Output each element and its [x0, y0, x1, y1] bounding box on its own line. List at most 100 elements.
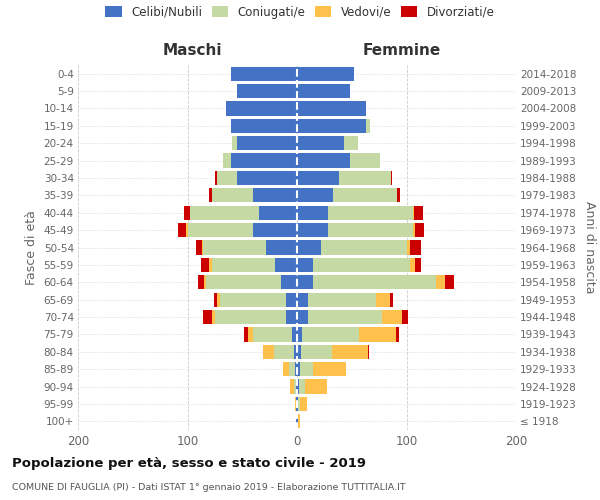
Bar — [297, 118, 366, 133]
Bar — [237, 171, 297, 185]
Bar — [266, 240, 297, 254]
Bar — [297, 66, 354, 81]
Bar — [390, 292, 394, 307]
Bar — [297, 328, 302, 342]
Bar — [382, 310, 402, 324]
Bar — [190, 206, 259, 220]
Bar — [292, 328, 297, 342]
Bar — [410, 240, 421, 254]
Bar — [308, 310, 382, 324]
Bar — [297, 154, 350, 168]
Bar — [232, 154, 297, 168]
Bar — [274, 344, 294, 359]
Bar — [297, 362, 300, 376]
Bar — [445, 275, 454, 289]
Bar — [368, 344, 369, 359]
Bar — [290, 380, 294, 394]
Bar — [212, 310, 215, 324]
Bar — [402, 310, 407, 324]
Bar — [436, 275, 445, 289]
Bar — [297, 310, 308, 324]
Bar — [297, 206, 328, 220]
Bar — [366, 118, 370, 133]
Bar — [297, 188, 333, 202]
Bar — [253, 328, 292, 342]
Bar — [407, 240, 410, 254]
Bar — [415, 258, 421, 272]
Bar — [214, 292, 217, 307]
Bar — [217, 292, 220, 307]
Bar — [196, 240, 202, 254]
Legend: Celibi/Nubili, Coniugati/e, Vedovi/e, Divorziati/e: Celibi/Nubili, Coniugati/e, Vedovi/e, Di… — [100, 1, 500, 24]
Bar — [328, 206, 413, 220]
Text: Popolazione per età, sesso e stato civile - 2019: Popolazione per età, sesso e stato civil… — [12, 458, 366, 470]
Bar — [297, 275, 313, 289]
Bar — [178, 223, 187, 237]
Bar — [391, 171, 392, 185]
Bar — [313, 258, 410, 272]
Bar — [212, 188, 253, 202]
Bar — [232, 136, 237, 150]
Bar — [296, 380, 297, 394]
Bar — [413, 223, 415, 237]
Bar — [253, 223, 297, 237]
Bar — [203, 240, 266, 254]
Bar — [209, 188, 212, 202]
Bar — [298, 414, 300, 428]
Bar — [321, 240, 407, 254]
Bar — [300, 397, 307, 411]
Bar — [203, 310, 212, 324]
Bar — [297, 414, 298, 428]
Bar — [294, 344, 297, 359]
Bar — [397, 188, 400, 202]
Bar — [187, 223, 253, 237]
Bar — [281, 275, 297, 289]
Bar — [296, 397, 297, 411]
Bar — [275, 258, 297, 272]
Bar — [299, 380, 305, 394]
Bar — [209, 258, 212, 272]
Bar — [376, 292, 390, 307]
Bar — [232, 66, 297, 81]
Bar — [237, 84, 297, 98]
Bar — [204, 275, 206, 289]
Bar — [200, 258, 209, 272]
Bar — [313, 362, 346, 376]
Y-axis label: Fasce di età: Fasce di età — [25, 210, 38, 285]
Bar — [297, 136, 344, 150]
Bar — [226, 102, 297, 116]
Bar — [297, 258, 313, 272]
Bar — [220, 292, 286, 307]
Bar — [413, 206, 414, 220]
Bar — [297, 102, 366, 116]
Bar — [244, 328, 248, 342]
Bar — [283, 362, 289, 376]
Bar — [206, 275, 281, 289]
Bar — [217, 171, 237, 185]
Bar — [296, 414, 297, 428]
Bar — [344, 136, 358, 150]
Bar — [308, 292, 376, 307]
Bar — [338, 171, 391, 185]
Bar — [415, 223, 424, 237]
Bar — [184, 206, 190, 220]
Bar — [297, 292, 308, 307]
Bar — [297, 223, 328, 237]
Bar — [359, 328, 395, 342]
Text: COMUNE DI FAUGLIA (PI) - Dati ISTAT 1° gennaio 2019 - Elaborazione TUTTITALIA.IT: COMUNE DI FAUGLIA (PI) - Dati ISTAT 1° g… — [12, 482, 406, 492]
Bar — [202, 240, 203, 254]
Bar — [297, 397, 298, 411]
Bar — [232, 118, 297, 133]
Bar — [301, 344, 332, 359]
Bar — [199, 275, 204, 289]
Bar — [313, 275, 436, 289]
Bar — [302, 328, 359, 342]
Bar — [395, 328, 399, 342]
Bar — [305, 380, 326, 394]
Bar — [223, 154, 232, 168]
Bar — [295, 397, 296, 411]
Bar — [333, 188, 397, 202]
Bar — [328, 223, 413, 237]
Bar — [286, 292, 297, 307]
Bar — [289, 362, 295, 376]
